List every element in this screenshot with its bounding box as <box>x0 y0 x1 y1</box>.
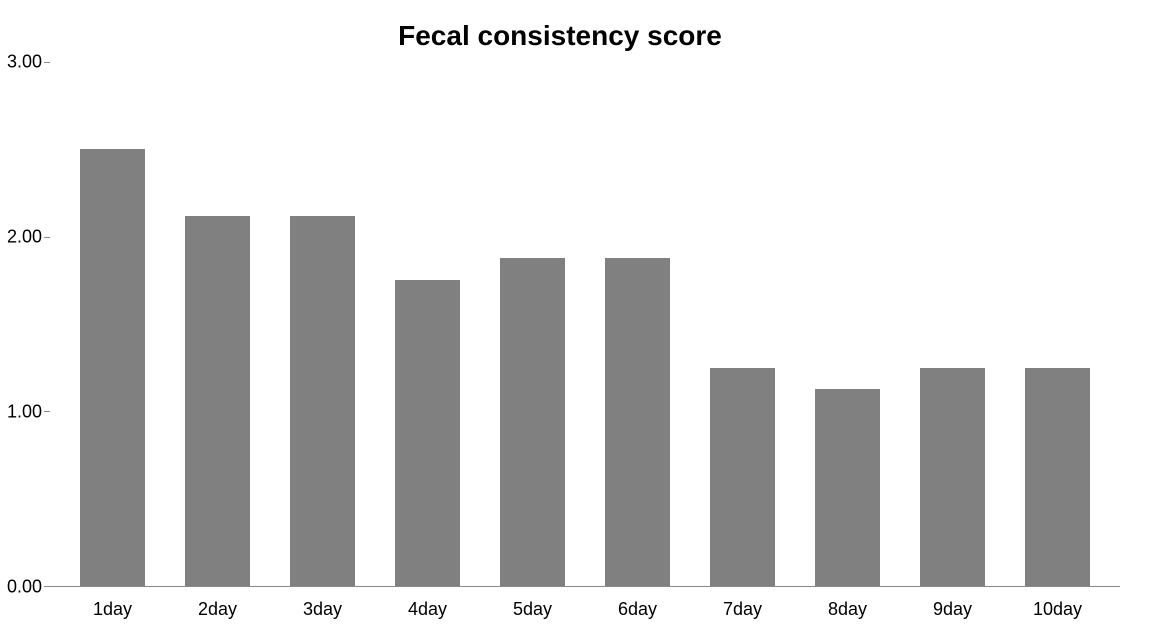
bar-slot <box>690 62 795 586</box>
x-tick-label: 9day <box>900 587 1005 620</box>
x-tick-label: 1day <box>60 587 165 620</box>
y-tick-mark <box>44 586 50 587</box>
y-tick-label: 1.00 <box>7 402 42 423</box>
y-tick-mark <box>44 62 50 63</box>
bar <box>185 216 250 586</box>
bar-slot <box>60 62 165 586</box>
bar-slot <box>585 62 690 586</box>
x-tick-label: 7day <box>690 587 795 620</box>
bar <box>710 368 775 586</box>
x-tick-label: 6day <box>585 587 690 620</box>
bar-slot <box>270 62 375 586</box>
x-tick-label: 4day <box>375 587 480 620</box>
plot-area <box>50 62 1120 587</box>
bars-container <box>50 62 1120 586</box>
y-tick-label: 0.00 <box>7 577 42 598</box>
x-axis: 1day2day3day4day5day6day7day8day9day10da… <box>50 587 1120 620</box>
chart-container: Fecal consistency score 0.00 1.00 2.00 3.00… <box>0 0 1160 640</box>
plot-wrapper: 0.001.002.003.00 <box>0 62 1120 587</box>
bar <box>920 368 985 586</box>
x-tick-label: 10day <box>1005 587 1110 620</box>
bar <box>500 258 565 586</box>
y-tick-mark <box>44 411 50 412</box>
bar-slot <box>480 62 585 586</box>
x-tick-label: 2day <box>165 587 270 620</box>
bar <box>80 149 145 586</box>
y-tick-label: 2.00 <box>7 227 42 248</box>
y-axis: 0.001.002.003.00 <box>0 62 50 587</box>
bar-slot <box>1005 62 1110 586</box>
bar <box>290 216 355 586</box>
y-tick-mark <box>44 237 50 238</box>
bar <box>1025 368 1090 586</box>
bar <box>605 258 670 586</box>
bar <box>395 280 460 586</box>
bar-slot <box>165 62 270 586</box>
x-tick-label: 5day <box>480 587 585 620</box>
y-tick-label: 3.00 <box>7 52 42 73</box>
bar-slot <box>795 62 900 586</box>
x-tick-label: 8day <box>795 587 900 620</box>
bar-slot <box>900 62 1005 586</box>
bar-slot <box>375 62 480 586</box>
chart-title: Fecal consistency score <box>0 20 1120 52</box>
x-tick-label: 3day <box>270 587 375 620</box>
bar <box>815 389 880 586</box>
